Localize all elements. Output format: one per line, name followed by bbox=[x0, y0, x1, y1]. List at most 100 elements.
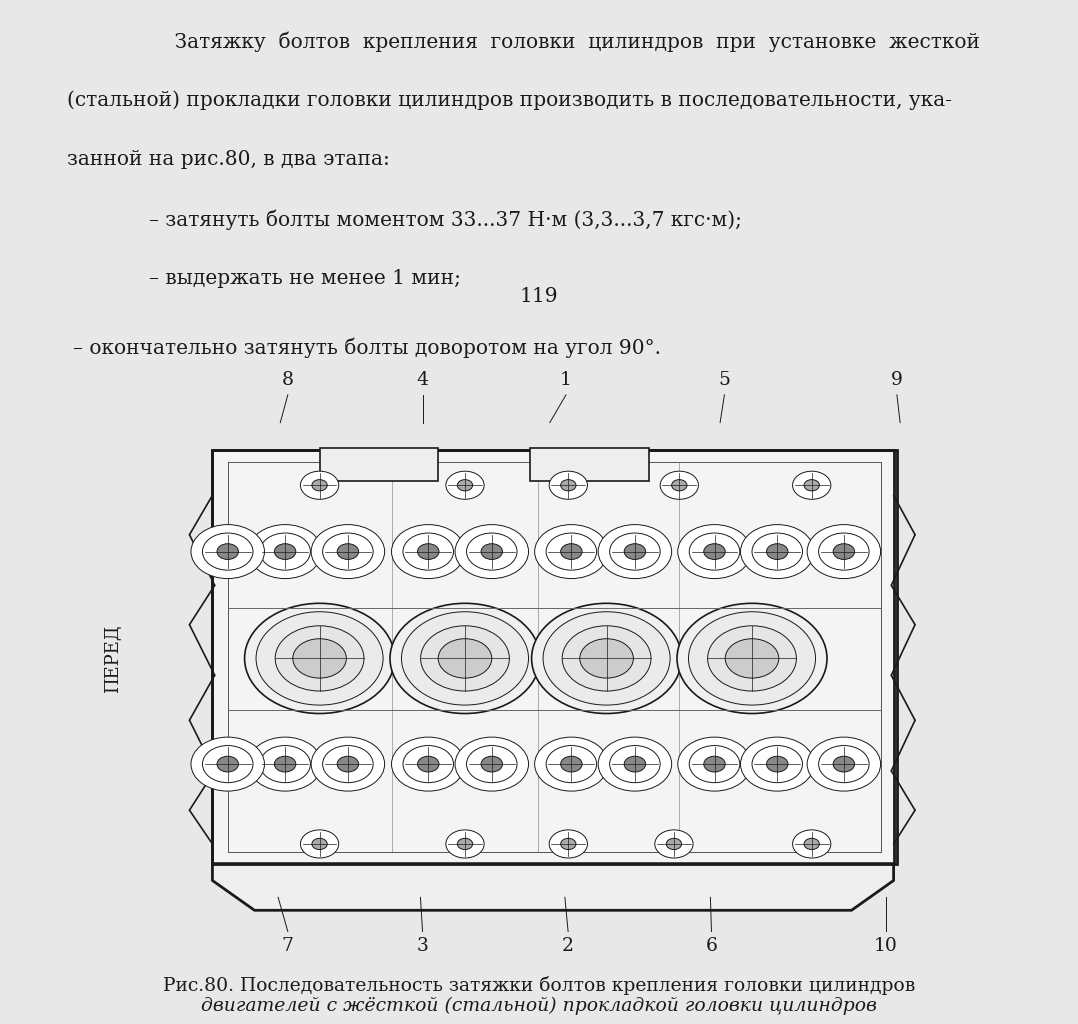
Ellipse shape bbox=[741, 524, 814, 579]
Ellipse shape bbox=[725, 639, 778, 678]
Text: Рис.80. Последовательность затяжки болтов крепления головки цилиндров: Рис.80. Последовательность затяжки болто… bbox=[163, 976, 915, 994]
Ellipse shape bbox=[481, 757, 502, 772]
Ellipse shape bbox=[217, 757, 238, 772]
Ellipse shape bbox=[766, 757, 788, 772]
Ellipse shape bbox=[689, 611, 816, 706]
Ellipse shape bbox=[203, 745, 253, 782]
Text: 1: 1 bbox=[559, 371, 572, 389]
Ellipse shape bbox=[833, 544, 855, 559]
Ellipse shape bbox=[549, 471, 588, 500]
Text: 7: 7 bbox=[281, 937, 294, 955]
Ellipse shape bbox=[457, 839, 472, 850]
Ellipse shape bbox=[610, 534, 660, 570]
Ellipse shape bbox=[446, 829, 484, 858]
Ellipse shape bbox=[610, 745, 660, 782]
Ellipse shape bbox=[704, 757, 725, 772]
Ellipse shape bbox=[833, 757, 855, 772]
Ellipse shape bbox=[301, 829, 338, 858]
Ellipse shape bbox=[275, 757, 295, 772]
Ellipse shape bbox=[322, 534, 373, 570]
Ellipse shape bbox=[666, 839, 681, 850]
Ellipse shape bbox=[467, 745, 517, 782]
Ellipse shape bbox=[598, 737, 672, 792]
Text: 5: 5 bbox=[718, 371, 731, 389]
Text: (стальной) прокладки головки цилиндров производить в последовательности, ука-: (стальной) прокладки головки цилиндров п… bbox=[67, 90, 952, 111]
Ellipse shape bbox=[818, 534, 869, 570]
Ellipse shape bbox=[543, 611, 671, 706]
Ellipse shape bbox=[807, 524, 881, 579]
Ellipse shape bbox=[391, 737, 465, 792]
Text: 6: 6 bbox=[705, 937, 718, 955]
Ellipse shape bbox=[752, 534, 802, 570]
Ellipse shape bbox=[792, 829, 831, 858]
Text: 3: 3 bbox=[416, 937, 429, 955]
Ellipse shape bbox=[689, 745, 740, 782]
Ellipse shape bbox=[624, 544, 646, 559]
Ellipse shape bbox=[580, 639, 634, 678]
Text: – окончательно затянуть болты доворотом на угол 90°.: – окончательно затянуть болты доворотом … bbox=[73, 337, 661, 357]
Ellipse shape bbox=[217, 544, 238, 559]
Ellipse shape bbox=[707, 626, 797, 691]
Ellipse shape bbox=[804, 839, 819, 850]
Bar bbox=[319, 447, 438, 481]
Ellipse shape bbox=[704, 544, 725, 559]
Polygon shape bbox=[212, 863, 894, 910]
Text: двигателей с жёсткой (стальной) прокладкой головки цилиндров: двигателей с жёсткой (стальной) прокладк… bbox=[202, 997, 876, 1015]
Ellipse shape bbox=[467, 534, 517, 570]
Ellipse shape bbox=[260, 534, 310, 570]
Ellipse shape bbox=[677, 603, 827, 714]
Ellipse shape bbox=[390, 603, 540, 714]
Ellipse shape bbox=[275, 626, 364, 691]
Ellipse shape bbox=[245, 603, 395, 714]
Ellipse shape bbox=[678, 737, 751, 792]
Ellipse shape bbox=[660, 471, 699, 500]
Ellipse shape bbox=[531, 603, 681, 714]
Ellipse shape bbox=[417, 757, 439, 772]
Ellipse shape bbox=[403, 745, 454, 782]
Ellipse shape bbox=[191, 524, 264, 579]
Ellipse shape bbox=[549, 829, 588, 858]
Ellipse shape bbox=[312, 839, 328, 850]
Text: – выдержать не менее 1 мин;: – выдержать не менее 1 мин; bbox=[149, 268, 460, 288]
Ellipse shape bbox=[293, 639, 346, 678]
Ellipse shape bbox=[561, 544, 582, 559]
Ellipse shape bbox=[561, 757, 582, 772]
Ellipse shape bbox=[391, 524, 465, 579]
Ellipse shape bbox=[547, 745, 596, 782]
Ellipse shape bbox=[457, 479, 472, 490]
Ellipse shape bbox=[257, 611, 383, 706]
Text: 119: 119 bbox=[520, 288, 558, 306]
Ellipse shape bbox=[420, 626, 510, 691]
Ellipse shape bbox=[563, 626, 651, 691]
Ellipse shape bbox=[752, 745, 802, 782]
Ellipse shape bbox=[481, 544, 502, 559]
Ellipse shape bbox=[337, 544, 359, 559]
Text: 10: 10 bbox=[874, 937, 898, 955]
Ellipse shape bbox=[804, 479, 819, 490]
Ellipse shape bbox=[547, 534, 596, 570]
Ellipse shape bbox=[275, 544, 295, 559]
Ellipse shape bbox=[741, 737, 814, 792]
Ellipse shape bbox=[337, 757, 359, 772]
Ellipse shape bbox=[598, 524, 672, 579]
Ellipse shape bbox=[248, 737, 322, 792]
Ellipse shape bbox=[678, 524, 751, 579]
Ellipse shape bbox=[535, 524, 608, 579]
Ellipse shape bbox=[672, 479, 687, 490]
Ellipse shape bbox=[446, 471, 484, 500]
Ellipse shape bbox=[766, 544, 788, 559]
Ellipse shape bbox=[417, 544, 439, 559]
Ellipse shape bbox=[654, 829, 693, 858]
Ellipse shape bbox=[818, 745, 869, 782]
Text: 9: 9 bbox=[890, 371, 903, 389]
Ellipse shape bbox=[191, 737, 264, 792]
Ellipse shape bbox=[301, 471, 338, 500]
Ellipse shape bbox=[561, 479, 576, 490]
Text: занной на рис.80, в два этапа:: занной на рис.80, в два этапа: bbox=[67, 150, 390, 169]
Ellipse shape bbox=[312, 524, 385, 579]
Ellipse shape bbox=[807, 737, 881, 792]
Ellipse shape bbox=[438, 639, 492, 678]
Ellipse shape bbox=[260, 745, 310, 782]
Ellipse shape bbox=[689, 534, 740, 570]
Ellipse shape bbox=[792, 471, 831, 500]
